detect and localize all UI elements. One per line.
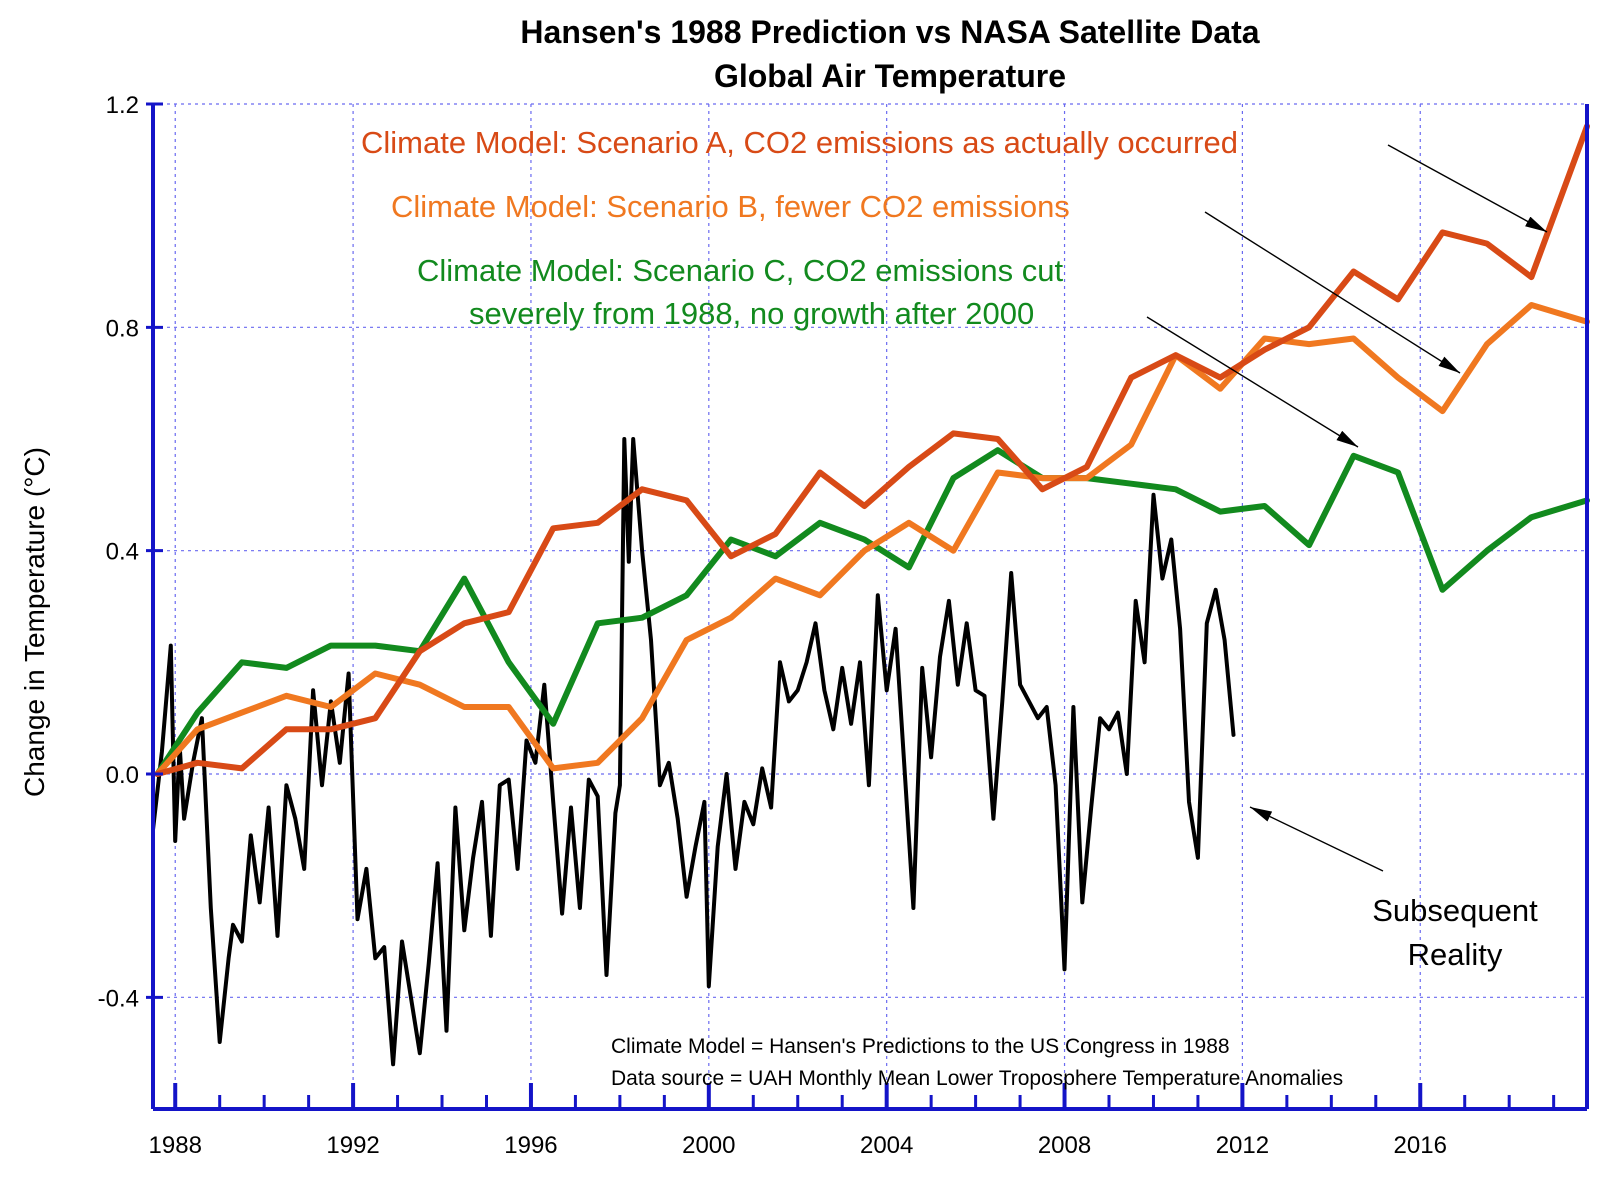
annotation-arrows	[1146, 144, 1548, 872]
chart-title: Hansen's 1988 Prediction vs NASA Satelli…	[520, 14, 1259, 50]
y-tick-label: 0.0	[106, 762, 139, 789]
series-line-scenario-c	[154, 447, 1590, 777]
y-tick-label: 0.4	[106, 539, 139, 566]
y-tick-label: -0.4	[98, 985, 139, 1012]
x-tick-label: 1992	[326, 1132, 379, 1159]
series-line-scenario-a	[154, 123, 1590, 777]
annotation-reality-line1: Subsequent	[1372, 893, 1538, 928]
y-tick-label: 0.8	[106, 315, 139, 342]
axes	[146, 102, 1589, 1111]
arrow-scenario-a	[1387, 144, 1548, 233]
arrow-scenario-c	[1146, 316, 1359, 448]
x-tick-label: 2000	[682, 1132, 735, 1159]
x-tick-label: 2016	[1394, 1132, 1447, 1159]
annotation-scenario-c-line1: Climate Model: Scenario C, CO2 emissions…	[417, 253, 1063, 288]
x-tick-label: 2012	[1216, 1132, 1269, 1159]
tick-labels: 1.2 0.8 0.4 0.0 -0.4 1988 1992 1996 2000 2004 2008…	[98, 92, 1447, 1159]
y-tick-label: 1.2	[106, 92, 139, 119]
y-axis-label: Change in Temperature (°C)	[19, 447, 50, 797]
x-tick-label: 2004	[860, 1132, 913, 1159]
chart-subtitle: Global Air Temperature	[714, 58, 1066, 94]
series-line-reality	[151, 437, 1236, 1067]
arrow-scenario-b	[1204, 211, 1461, 374]
note-data-source: Data source = UAH Monthly Mean Lower Tro…	[611, 1067, 1343, 1090]
annotation-scenario-b: Climate Model: Scenario B, fewer CO2 emi…	[391, 189, 1070, 224]
note-climate-model: Climate Model = Hansen's Predictions to …	[611, 1035, 1230, 1058]
series-layer	[151, 123, 1590, 1067]
x-tick-label: 1988	[149, 1132, 202, 1159]
series-line-scenario-b	[154, 302, 1590, 777]
x-tick-label: 1996	[504, 1132, 557, 1159]
annotation-scenario-a: Climate Model: Scenario A, CO2 emissions…	[361, 125, 1238, 160]
annotation-reality-line2: Reality	[1408, 937, 1503, 972]
arrow-reality	[1249, 806, 1384, 872]
annotation-scenario-c-line2: severely from 1988, no growth after 2000	[469, 296, 1034, 331]
x-tick-label: 2008	[1038, 1132, 1091, 1159]
